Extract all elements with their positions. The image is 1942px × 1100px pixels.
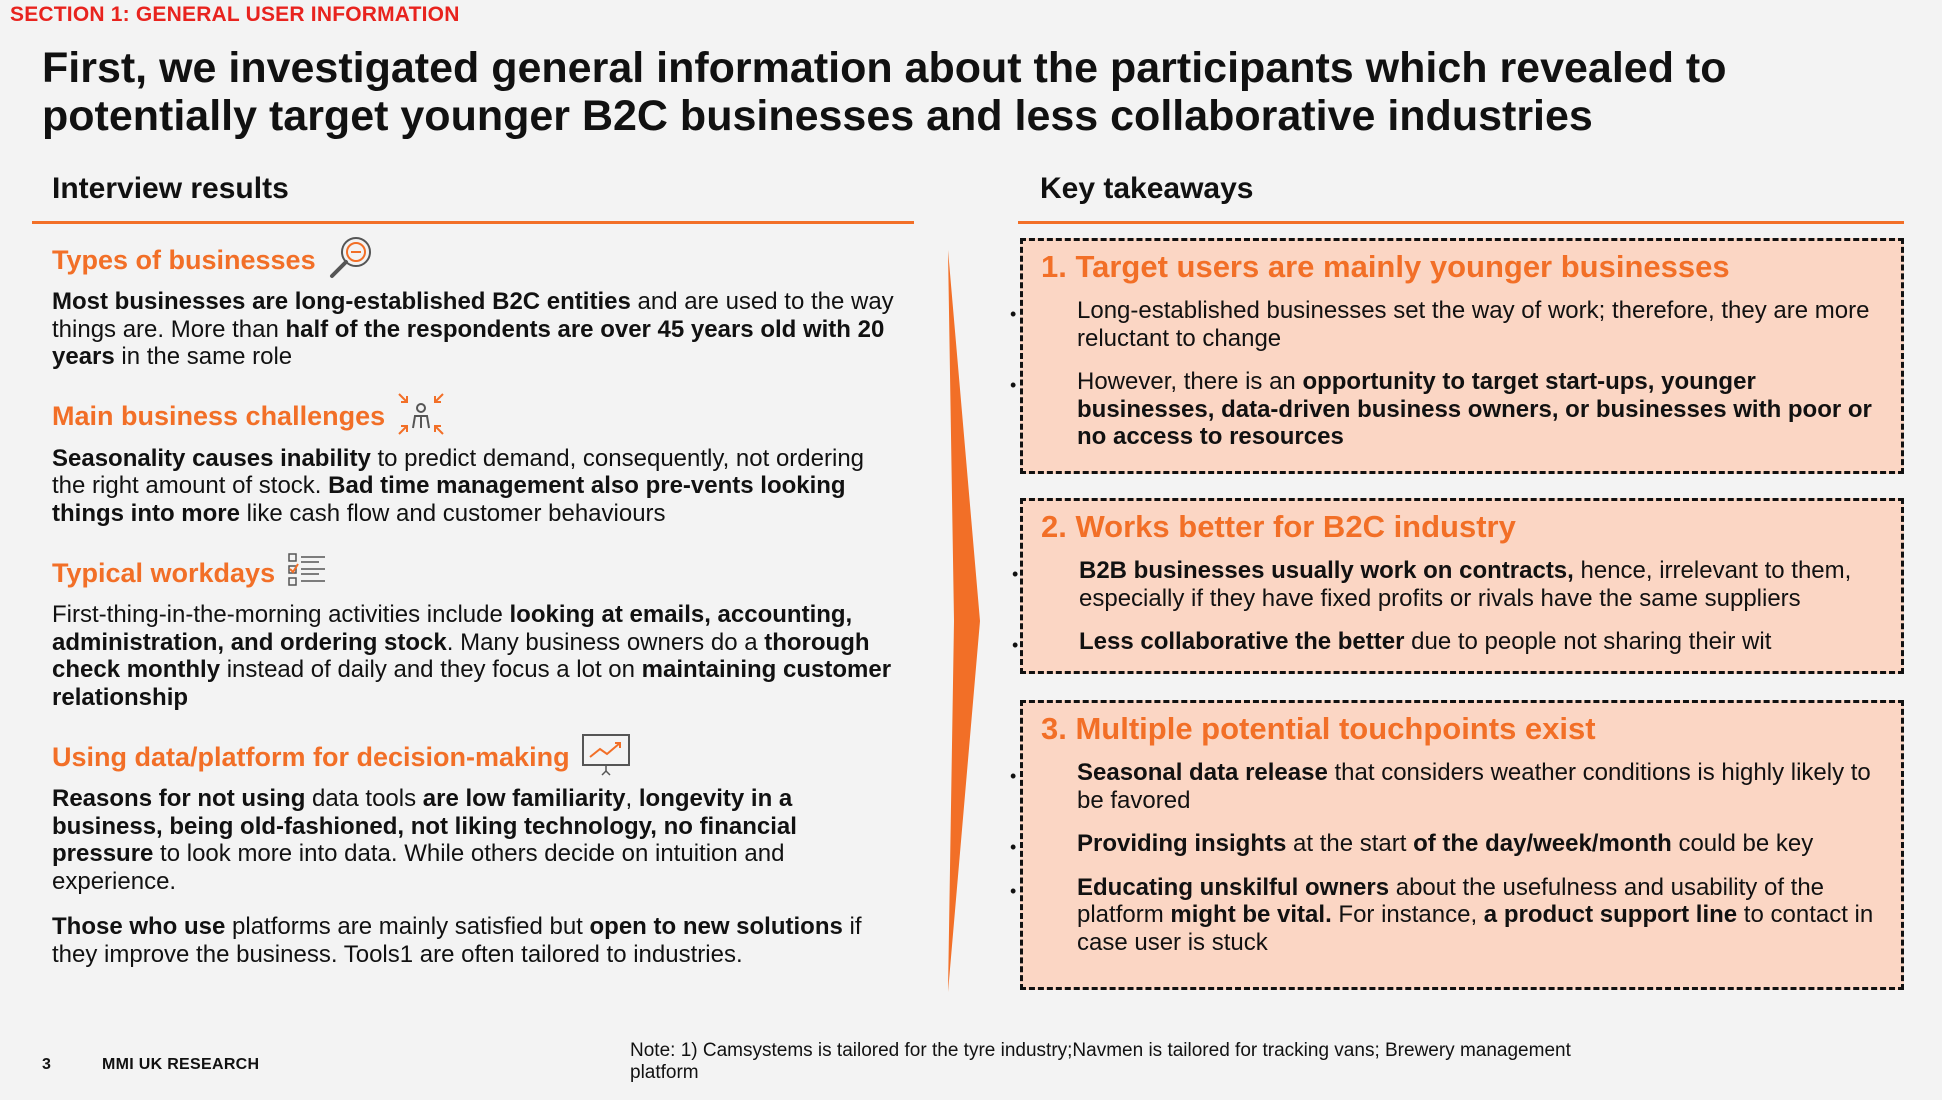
bold-text-run: might be vital. — [1170, 901, 1332, 928]
text-run: could be key — [1671, 830, 1814, 857]
bold-text-run: a product support line — [1483, 901, 1738, 928]
takeaway-box-1: 1. Target users are mainly younger busin… — [1010, 238, 1904, 474]
block-types-of-businesses: Types of businesses Most businesses are … — [52, 236, 902, 371]
text-run: due to people not sharing their wit — [1404, 628, 1772, 655]
interview-results-heading: Interview results — [52, 172, 289, 205]
bold-text-run: Reasons for not using — [52, 785, 306, 812]
bold-text-run: Seasonality causes inability — [52, 444, 371, 472]
text-run: hence, irrelevant to them, especially if… — [1079, 557, 1852, 612]
text-run: . Many business owners do a — [446, 628, 765, 656]
footer-brand: MMI UK RESEARCH — [102, 1056, 260, 1073]
takeaway-title: 1. Target users are mainly younger busin… — [1041, 249, 1730, 284]
text-run: platforms are mainly satisfied but — [225, 913, 590, 940]
block-heading: Main business challenges — [52, 401, 386, 431]
text-run: that considers weather conditions is hig… — [1077, 759, 1871, 814]
section-tag: SECTION 1: GENERAL USER INFORMATION — [10, 3, 460, 26]
bullet-dot: • — [1012, 635, 1019, 655]
text-run: at the start — [1286, 830, 1414, 857]
bold-text-run: of the day/week/month — [1413, 830, 1672, 857]
presentation-chart-icon — [580, 731, 632, 784]
takeaway-item: • Seasonal data release that considers w… — [1010, 759, 1881, 814]
bold-text-run: opportunity to target start-ups, younger… — [1077, 368, 1872, 450]
pressure-person-icon — [395, 388, 447, 445]
takeaway-title: 2. Works better for B2C industry — [1041, 509, 1516, 544]
takeaway-title: 3. Multiple potential touchpoints exist — [1041, 711, 1596, 746]
transition-arrow — [948, 250, 980, 992]
bold-text-run: are low familiarity — [422, 785, 626, 812]
text-run: to predict demand, consequently, not ord… — [52, 444, 865, 500]
bullet-dot: • — [1010, 375, 1017, 395]
bullet-dot: • — [1010, 837, 1017, 857]
footer-note: Note: 1) Camsystems is tailored for the … — [630, 1040, 1571, 1083]
magnifier-icon — [326, 234, 376, 287]
bold-text-run: B2B businesses usually work on contracts… — [1079, 557, 1574, 584]
text-run: in the same role — [114, 343, 293, 370]
takeaway-box-2: 2. Works better for B2C industry • B2B b… — [1012, 498, 1904, 674]
bold-text-run: thorough check monthly — [52, 628, 870, 684]
text-run: For instance, — [1331, 901, 1484, 928]
bold-text-run: Seasonal data release — [1077, 759, 1328, 786]
block-typical-workdays: Typical workdays First-thing-in-the-morn… — [52, 551, 902, 711]
text-run: , — [625, 785, 639, 812]
bold-text-run: open to new solutions — [589, 913, 843, 940]
block-paragraph: Those who use platforms are mainly satis… — [52, 913, 902, 968]
block-heading: Typical workdays — [52, 557, 276, 588]
takeaway-item: • Educating unskilful owners about the u… — [1010, 873, 1881, 957]
bold-text-run: Educating unskilful owners — [1077, 873, 1390, 901]
bold-text-run: Providing insights — [1077, 830, 1287, 857]
bullet-dot: • — [1010, 766, 1017, 786]
text-run: about the usefulness and usability of th… — [1077, 873, 1825, 929]
page-number: 3 — [42, 1056, 51, 1073]
right-heading-rule — [1018, 221, 1904, 224]
bold-text-run: Less collaborative the better — [1079, 628, 1405, 655]
takeaway-item: • Long-established businesses set the wa… — [1010, 297, 1881, 352]
text-run: Long-established businesses set the way … — [1077, 297, 1870, 352]
block-paragraph: Reasons for not using data tools are low… — [52, 785, 902, 895]
block-main-business-challenges: Main business challenges Seasonality cau… — [52, 393, 902, 528]
text-run: However, there is an — [1077, 368, 1303, 395]
bold-text-run: Bad time management also pre-vents looki… — [52, 472, 846, 527]
block-paragraph: Seasonality causes inability to predict … — [52, 445, 902, 528]
takeaway-item: • Providing insights at the start of the… — [1010, 830, 1881, 858]
left-heading-rule — [32, 221, 914, 224]
takeaway-box-3: 3. Multiple potential touchpoints exist … — [1010, 700, 1904, 990]
text-run: data tools — [305, 785, 423, 812]
bold-text-run: Most businesses are long-established B2C… — [52, 288, 631, 315]
text-run: instead of daily and they focus a lot on — [220, 656, 642, 683]
block-using-data-platform: Using data/platform for decision-making … — [52, 733, 902, 968]
takeaway-item: • Less collaborative the better due to p… — [1012, 628, 1881, 656]
takeaway-item: • However, there is an opportunity to ta… — [1010, 368, 1881, 451]
text-run: to contact in case user is stuck — [1077, 901, 1874, 956]
bold-text-run: maintaining customer relationship — [52, 656, 892, 711]
bullet-dot: • — [1010, 304, 1017, 324]
text-run: if they improve the business. Tools1 are… — [52, 913, 862, 968]
block-paragraph: First-thing-in-the-morning activities in… — [52, 601, 902, 711]
block-heading: Using data/platform for decision-making — [52, 741, 570, 772]
block-paragraph: Most businesses are long-established B2C… — [52, 288, 902, 371]
text-run: like cash flow and customer behaviours — [240, 499, 666, 527]
bold-text-run: looking at emails, accounting, administr… — [52, 601, 853, 656]
text-run: to look more into data. While others dec… — [52, 840, 785, 895]
bold-text-run: half of the respondents are over 45 year… — [52, 315, 885, 371]
checklist-icon — [285, 548, 329, 599]
text-run: and are used to the way things are. More… — [52, 288, 894, 343]
takeaway-item: • B2B businesses usually work on contrac… — [1012, 557, 1881, 612]
bold-text-run: longevity in a business, being old-fashi… — [52, 785, 797, 867]
block-heading: Types of businesses — [52, 244, 316, 275]
bullet-dot: • — [1010, 880, 1017, 901]
text-run: First-thing-in-the-morning activities in… — [52, 601, 510, 628]
key-takeaways-heading: Key takeaways — [1040, 172, 1254, 205]
page-title: First, we investigated general informati… — [42, 44, 1727, 140]
bullet-dot: • — [1012, 564, 1019, 584]
interview-results: Types of businesses Most businesses are … — [52, 236, 902, 992]
bold-text-run: Those who use — [52, 913, 226, 940]
